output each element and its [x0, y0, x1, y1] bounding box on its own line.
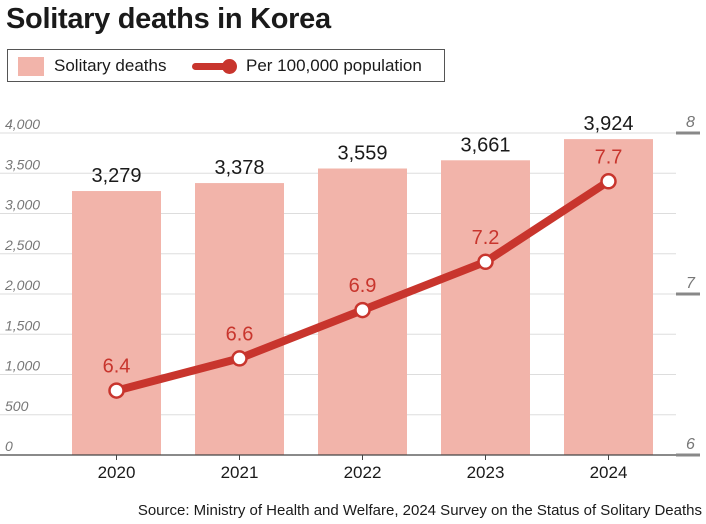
rate-value-label: 6.9 — [349, 275, 377, 297]
y-left-tick-label: 500 — [5, 398, 29, 414]
x-tick-label: 2024 — [590, 463, 628, 482]
y-left-tick-label: 2,500 — [4, 237, 40, 253]
y-left-tick-label: 1,500 — [5, 317, 40, 333]
y-left-tick-label: 3,000 — [5, 197, 40, 213]
bar-value-label: 3,559 — [337, 143, 387, 165]
bar-value-label: 3,924 — [583, 113, 633, 135]
rate-value-label: 6.6 — [226, 323, 254, 345]
chart-title: Solitary deaths in Korea — [6, 3, 331, 35]
y-left-tick-label: 0 — [5, 438, 13, 454]
y-right-tick-label: 7 — [686, 275, 696, 292]
rate-value-label: 7.2 — [472, 227, 500, 249]
bar — [441, 160, 530, 456]
y-left-tick-label: 1,000 — [5, 358, 40, 374]
bar — [72, 191, 161, 455]
y-left-tick-label: 3,500 — [5, 156, 40, 172]
rate-value-label: 7.7 — [595, 146, 623, 168]
legend-bar-swatch — [18, 57, 44, 76]
legend: Solitary deaths Per 100,000 population — [7, 49, 445, 82]
legend-label-solitary-deaths: Solitary deaths — [54, 56, 167, 75]
x-tick-label: 2022 — [344, 463, 382, 482]
rate-point — [477, 253, 494, 271]
x-tick-label: 2021 — [221, 463, 259, 482]
bar-value-label: 3,378 — [214, 157, 264, 179]
y-right-tick-label: 8 — [686, 114, 695, 131]
bar — [564, 139, 653, 456]
bar-value-label: 3,661 — [460, 134, 510, 156]
y-right-tick-label: 6 — [686, 436, 695, 453]
legend-dot-swatch — [222, 59, 237, 74]
legend-line-swatch — [192, 63, 228, 70]
bar-value-label: 3,279 — [91, 165, 141, 187]
rate-point — [354, 301, 371, 319]
rate-point — [231, 350, 248, 367]
source-note: Source: Ministry of Health and Welfare, … — [137, 502, 702, 519]
bar — [195, 183, 284, 456]
y-left-tick-label: 2,000 — [4, 277, 40, 293]
x-tick-label: 2023 — [467, 463, 505, 482]
rate-value-label: 6.4 — [103, 356, 131, 378]
y-left-tick-label: 4,000 — [5, 116, 40, 132]
rate-point — [600, 173, 617, 190]
rate-point — [108, 382, 125, 399]
legend-label-per-100000: Per 100,000 population — [246, 56, 422, 75]
x-tick-label: 2020 — [98, 463, 136, 482]
